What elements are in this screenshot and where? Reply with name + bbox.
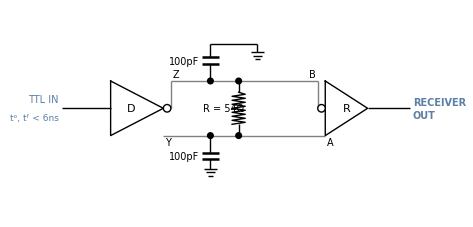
Text: 100pF: 100pF [169,151,199,161]
Text: Z: Z [173,70,179,80]
Text: TTL IN: TTL IN [28,94,59,104]
Circle shape [236,79,242,84]
Text: tᵒ, tᶠ < 6ns: tᵒ, tᶠ < 6ns [10,114,59,122]
Text: D: D [127,104,136,114]
Circle shape [208,79,213,84]
Text: R: R [342,104,350,114]
Text: R = 54Ω: R = 54Ω [203,104,244,114]
Circle shape [208,133,213,139]
Text: 100pF: 100pF [169,57,199,67]
Text: A: A [327,138,334,148]
Circle shape [163,105,171,113]
Text: RECEIVER
OUT: RECEIVER OUT [413,97,466,120]
Circle shape [318,105,325,113]
Text: B: B [309,70,316,80]
Text: Y: Y [165,138,171,148]
Circle shape [236,133,242,139]
